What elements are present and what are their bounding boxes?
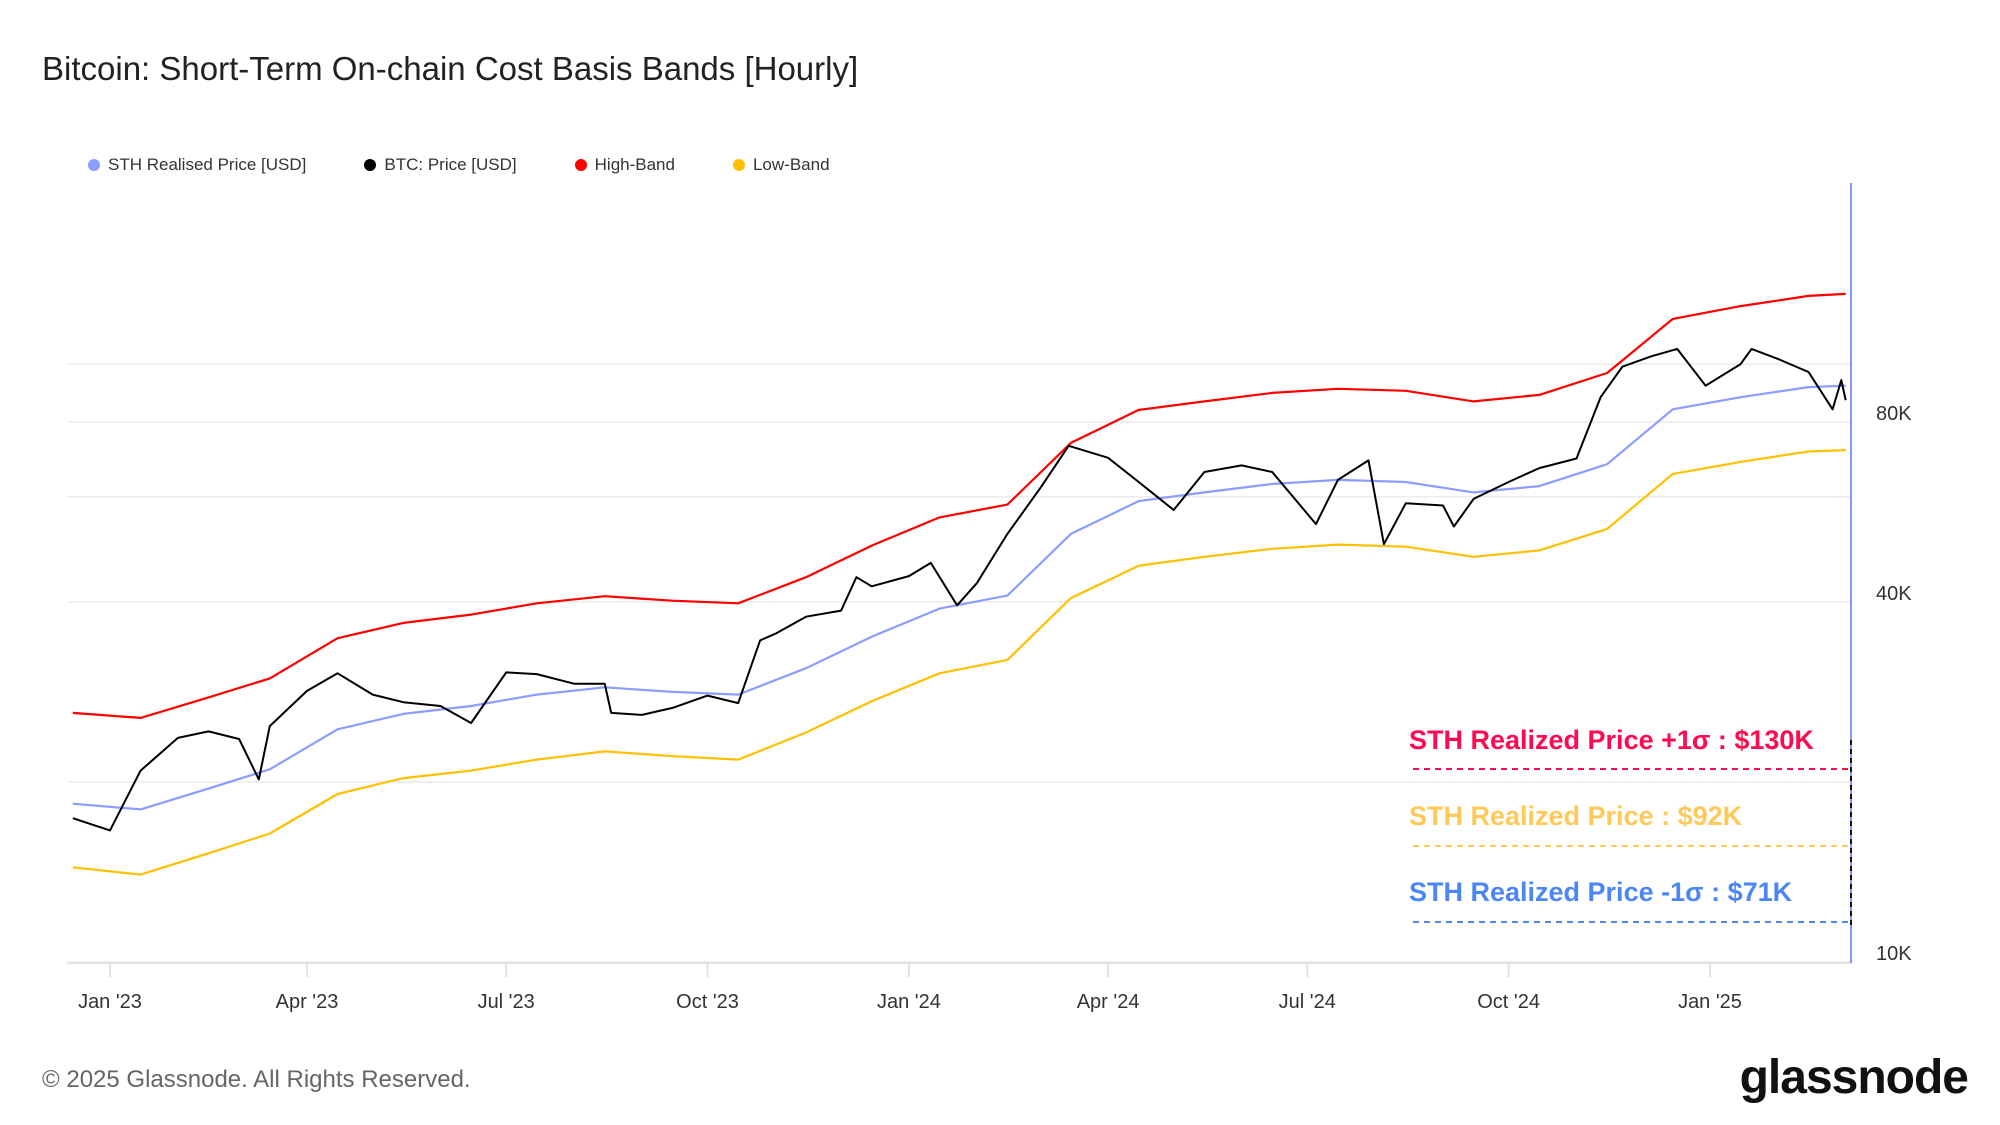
y-tick-label: 10K <box>1876 943 1912 965</box>
legend-dot-icon <box>574 159 587 171</box>
x-tick-label: Jul '23 <box>478 991 535 1013</box>
copyright: © 2025 Glassnode. All Rights Reserved. <box>42 1066 471 1093</box>
legend-item-btc[interactable]: BTC: Price [USD] <box>364 155 517 175</box>
series-line-btc-price-usd- <box>72 347 1847 832</box>
series-line-high-band <box>72 292 1846 719</box>
x-tick-label: Oct '23 <box>676 991 739 1013</box>
series-line-sth-realised-price-usd- <box>72 384 1846 811</box>
series-line-low-band <box>72 449 1846 876</box>
legend-label: BTC: Price [USD] <box>384 155 517 174</box>
x-tick-label: Jan '23 <box>78 991 142 1013</box>
legend-dot-icon <box>88 159 100 171</box>
legend-dot-icon <box>732 159 745 171</box>
annotation-label: STH Realized Price +1σ : $130K <box>1409 725 1814 755</box>
chart-title: Bitcoin: Short-Term On-chain Cost Basis … <box>42 50 859 87</box>
x-tick-label: Apr '24 <box>1077 991 1140 1013</box>
annotation-label: STH Realized Price : $92K <box>1409 801 1743 831</box>
legend-label: High-Band <box>594 155 675 174</box>
legend-item-sth[interactable]: STH Realised Price [USD] <box>88 155 306 175</box>
legend-item-high-band[interactable]: High-Band <box>574 155 675 175</box>
legend-label: STH Realised Price [USD] <box>108 155 307 174</box>
x-tick-label: Oct '24 <box>1477 991 1540 1013</box>
y-tick-label: 80K <box>1876 403 1912 425</box>
y-tick-label: 40K <box>1876 583 1912 605</box>
x-tick-label: Jan '24 <box>877 991 941 1013</box>
x-tick-label: Jan '25 <box>1678 991 1742 1013</box>
legend-dot-icon <box>364 159 377 171</box>
glassnode-logo: glassnode <box>1739 1051 1969 1104</box>
annotation-label: STH Realized Price -1σ : $71K <box>1409 877 1793 907</box>
x-tick-label: Apr '23 <box>276 991 339 1013</box>
legend-item-low-band[interactable]: Low-Band <box>732 155 830 175</box>
legend-label: Low-Band <box>752 155 830 174</box>
x-tick-label: Jul '24 <box>1279 991 1336 1013</box>
legend: STH Realised Price [USD] BTC: Price [USD… <box>88 155 830 175</box>
